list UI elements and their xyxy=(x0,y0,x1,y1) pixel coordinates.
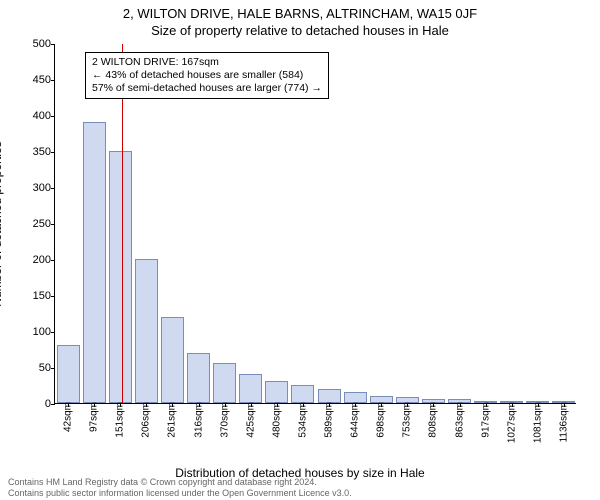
x-tick-label: 534sqm xyxy=(297,402,308,438)
x-tick-label: 589sqm xyxy=(324,402,335,438)
bar xyxy=(83,122,106,403)
annotation-line2: ← 43% of detached houses are smaller (58… xyxy=(92,69,322,82)
x-tick-label: 644sqm xyxy=(350,402,361,438)
x-tick-label: 917sqm xyxy=(480,402,491,438)
title-address: 2, WILTON DRIVE, HALE BARNS, ALTRINCHAM,… xyxy=(0,0,600,21)
y-tick-label: 500 xyxy=(15,38,51,50)
y-tick-label: 200 xyxy=(15,254,51,266)
x-tick-label: 480sqm xyxy=(271,402,282,438)
bar xyxy=(239,374,262,403)
title-subtitle: Size of property relative to detached ho… xyxy=(0,21,600,38)
bar xyxy=(187,353,210,403)
y-tick-label: 350 xyxy=(15,146,51,158)
x-tick-label: 1081sqm xyxy=(532,402,543,443)
x-tick-label: 1027sqm xyxy=(506,402,517,443)
x-tick-label: 1136sqm xyxy=(558,402,569,442)
plot-area: 05010015020025030035040045050042sqm97sqm… xyxy=(54,44,576,404)
footer-line1: Contains HM Land Registry data © Crown c… xyxy=(8,477,592,487)
x-tick-label: 698sqm xyxy=(376,402,387,438)
annotation-line1: 2 WILTON DRIVE: 167sqm xyxy=(92,56,322,69)
x-tick-label: 261sqm xyxy=(167,402,178,438)
y-tick-label: 400 xyxy=(15,110,51,122)
bar xyxy=(265,381,288,403)
y-tick-label: 250 xyxy=(15,218,51,230)
x-tick-label: 206sqm xyxy=(141,402,152,438)
x-tick-label: 151sqm xyxy=(115,402,126,438)
footer-attribution: Contains HM Land Registry data © Crown c… xyxy=(8,477,592,498)
annotation-box: 2 WILTON DRIVE: 167sqm← 43% of detached … xyxy=(85,52,329,99)
y-tick-label: 450 xyxy=(15,74,51,86)
bar xyxy=(318,389,341,403)
footer-line2: Contains public sector information licen… xyxy=(8,488,592,498)
x-tick-label: 97sqm xyxy=(89,402,100,432)
y-tick-label: 150 xyxy=(15,290,51,302)
x-tick-label: 863sqm xyxy=(454,402,465,438)
x-tick-label: 753sqm xyxy=(402,402,413,438)
annotation-line3: 57% of semi-detached houses are larger (… xyxy=(92,82,322,95)
bar xyxy=(109,151,132,403)
y-tick-label: 300 xyxy=(15,182,51,194)
x-tick-label: 42sqm xyxy=(63,402,74,432)
x-tick-label: 425sqm xyxy=(245,402,256,438)
bar xyxy=(135,259,158,403)
y-axis-label: Number of detached properties xyxy=(0,141,4,306)
y-tick-label: 100 xyxy=(15,326,51,338)
bar xyxy=(291,385,314,403)
bar xyxy=(161,317,184,403)
bar xyxy=(57,345,80,403)
x-tick-label: 316sqm xyxy=(193,402,204,438)
x-tick-label: 370sqm xyxy=(219,402,230,438)
bar xyxy=(213,363,236,403)
y-tick-label: 50 xyxy=(15,362,51,374)
y-tick-label: 0 xyxy=(15,398,51,410)
x-tick-label: 808sqm xyxy=(428,402,439,438)
